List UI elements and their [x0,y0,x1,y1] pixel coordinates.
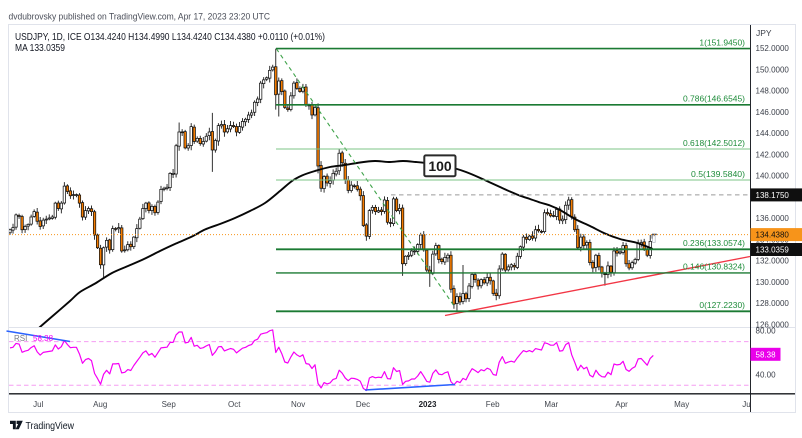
svg-text:40.00: 40.00 [756,370,777,379]
svg-text:0.146(130.8324): 0.146(130.8324) [683,263,745,272]
svg-text:JPY: JPY [756,28,772,38]
svg-text:140.0000: 140.0000 [756,172,790,181]
svg-text:Apr: Apr [615,400,628,409]
svg-text:MA 133.0359: MA 133.0359 [15,43,65,54]
svg-text:146.0000: 146.0000 [756,108,790,117]
svg-text:144.0000: 144.0000 [756,129,790,138]
svg-text:0(127.2230): 0(127.2230) [699,301,745,310]
svg-text:0.5(139.5840): 0.5(139.5840) [691,170,745,179]
svg-text:80.00: 80.00 [756,327,777,336]
svg-text:0.618(142.5012): 0.618(142.5012) [683,139,745,148]
svg-text:136.0000: 136.0000 [756,214,790,223]
svg-text:138.1750: 138.1750 [756,191,790,200]
svg-text:RSI: RSI [14,334,27,343]
svg-text:126.0000: 126.0000 [756,320,790,329]
svg-text:Jul: Jul [33,400,43,409]
svg-text:Dec: Dec [356,400,370,409]
svg-text:Feb: Feb [486,400,500,409]
svg-text:134.4380: 134.4380 [756,231,790,240]
svg-text:148.0000: 148.0000 [756,87,790,96]
svg-text:Oct: Oct [228,400,241,409]
svg-text:132.0000: 132.0000 [756,257,790,266]
svg-text:133.0359: 133.0359 [756,246,790,255]
svg-text:100: 100 [428,158,452,174]
svg-text:0.236(133.0574): 0.236(133.0574) [683,239,745,248]
svg-text:150.0000: 150.0000 [756,65,790,74]
svg-text:0.786(146.6545): 0.786(146.6545) [683,95,745,104]
svg-text:Aug: Aug [93,400,107,409]
svg-text:58.38: 58.38 [33,334,54,343]
svg-text:2023: 2023 [419,400,437,409]
svg-text:Sep: Sep [162,400,177,409]
svg-text:142.0000: 142.0000 [756,150,790,159]
svg-text:128.0000: 128.0000 [756,299,790,308]
svg-text:Nov: Nov [291,400,305,409]
svg-text:58.38: 58.38 [756,350,777,359]
svg-text:USDJPY, 1D, ICE O134.4240 H1: USDJPY, 1D, ICE O134.4240 H134.4990 L134… [15,32,325,43]
svg-text:Mar: Mar [544,400,558,409]
svg-text:Ju: Ju [742,400,750,409]
svg-text:May: May [674,400,689,409]
svg-text:TradingView: TradingView [26,421,75,432]
svg-text:130.0000: 130.0000 [756,278,790,287]
svg-text:152.0000: 152.0000 [756,44,790,53]
svg-text:1(151.9450): 1(151.9450) [699,38,745,47]
svg-text:dvdubrovsky published on Tradi: dvdubrovsky published on TradingView.com… [9,12,271,23]
